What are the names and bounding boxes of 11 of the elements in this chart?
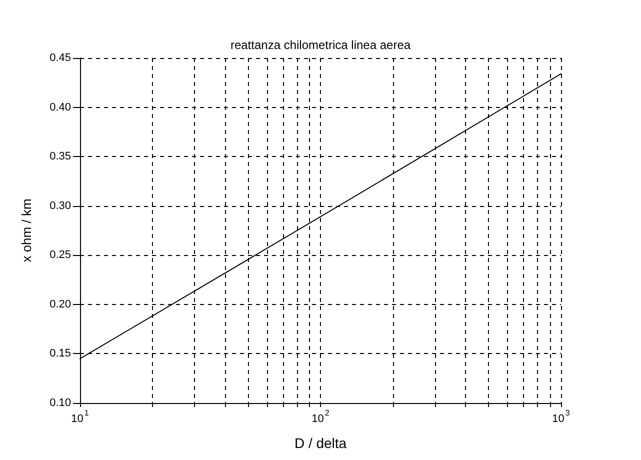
y-tick-label: 0.45 [50,52,71,64]
x-axis-title: D / delta [294,435,347,451]
y-tick-label: 0.40 [50,101,71,114]
chart-title: reattanza chilometrica linea aerea [230,38,411,52]
y-tick-label: 0.20 [50,298,71,310]
y-axis-title: x ohm / km [19,198,34,262]
y-tick-label: 0.35 [50,150,71,163]
y-tick-label: 0.30 [50,200,71,212]
y-tick-label: 0.10 [50,397,71,409]
y-tick-label: 0.25 [50,249,71,262]
y-tick-label: 0.15 [50,348,71,360]
